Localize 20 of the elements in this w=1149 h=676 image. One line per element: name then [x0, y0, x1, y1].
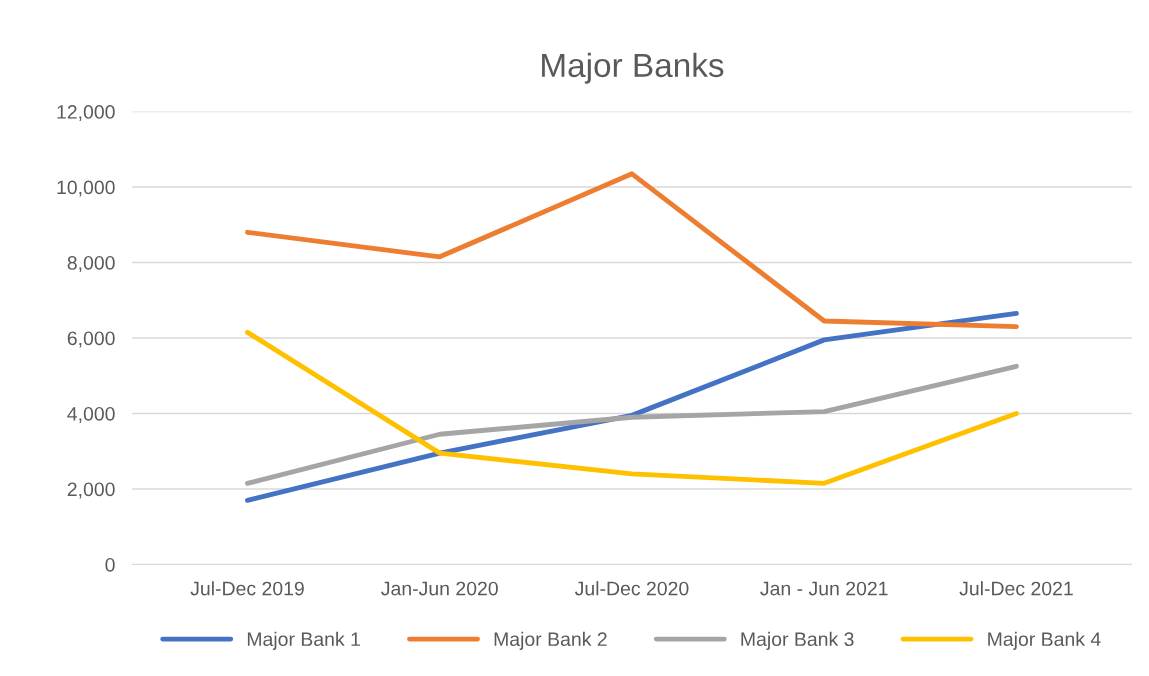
legend-label: Major Bank 2 [494, 631, 607, 650]
line-series [245, 329, 1019, 486]
legend-label: Major Bank 1 [247, 631, 360, 650]
x-tick-label: Jan-Jun 2020 [381, 581, 498, 596]
y-tick-label: 4,000 [67, 406, 115, 424]
y-tick-label: 12,000 [57, 105, 115, 122]
x-tick-label: Jan - Jun 2021 [760, 581, 888, 596]
line-series [245, 363, 1019, 486]
y-tick-label: 8,000 [67, 255, 115, 273]
legend-label: Major Bank 3 [741, 631, 854, 650]
y-tick-label: 0 [105, 557, 115, 572]
y-tick-label: 2,000 [67, 482, 115, 499]
chart-title: Major Banks [542, 52, 724, 84]
x-tick-label: Jul-Dec 2021 [959, 581, 1073, 596]
y-tick-label: 6,000 [67, 331, 115, 348]
x-tick-label: Jul-Dec 2019 [190, 581, 304, 596]
legend-label: Major Bank 4 [988, 631, 1101, 650]
line-series [245, 171, 1019, 330]
y-tick-label: 10,000 [57, 180, 115, 197]
x-tick-label: Jul-Dec 2020 [574, 581, 689, 596]
